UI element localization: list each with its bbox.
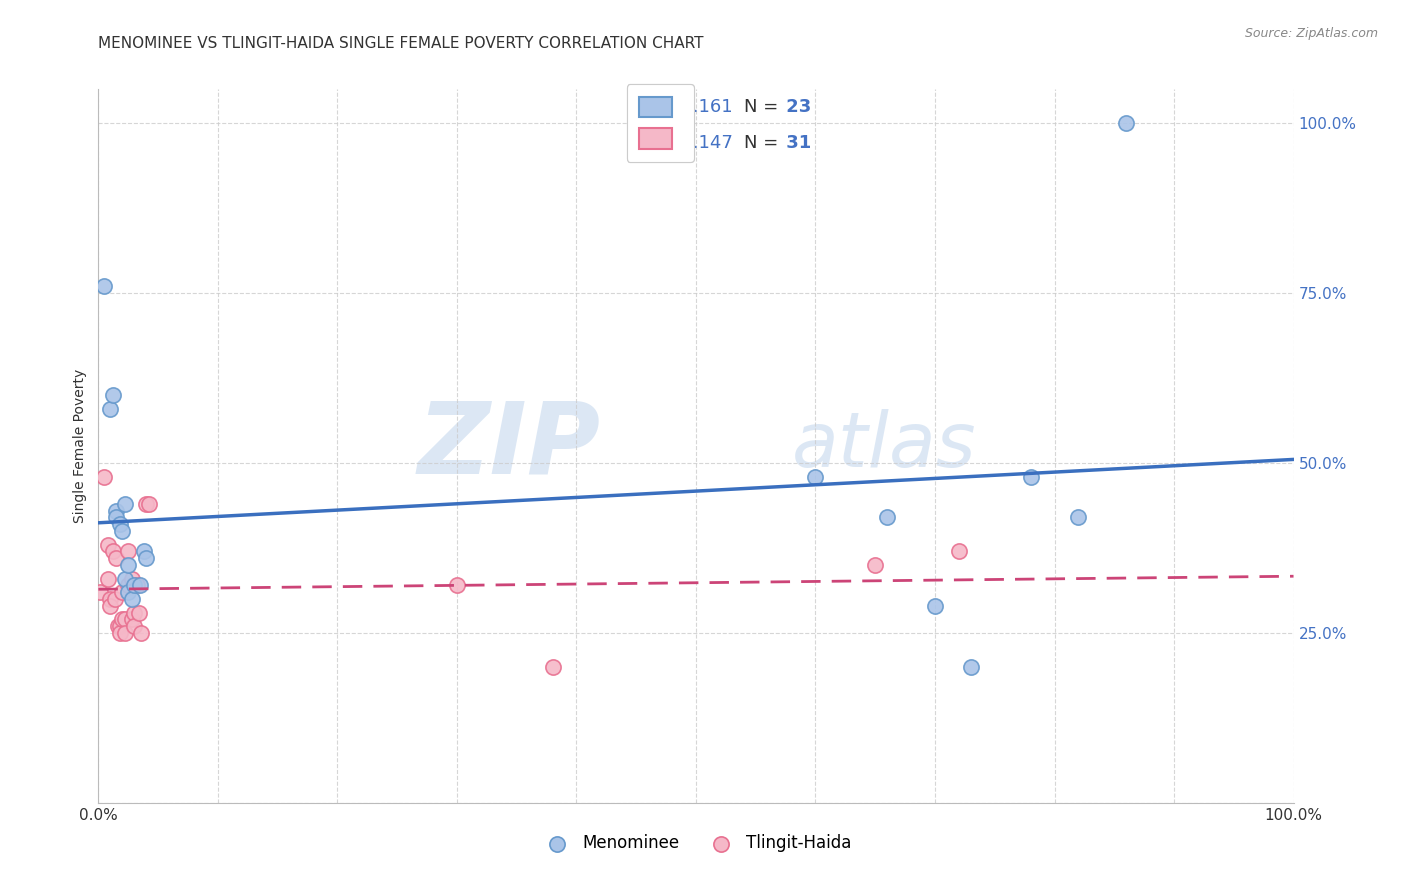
- Point: [948, 544, 970, 558]
- Point: [108, 626, 131, 640]
- Point: [107, 619, 129, 633]
- Text: 23: 23: [780, 98, 811, 116]
- Point: [1067, 510, 1090, 524]
- Point: [108, 619, 131, 633]
- Point: [108, 517, 131, 532]
- Point: [924, 599, 946, 613]
- Legend: Menominee, Tlingit-Haida: Menominee, Tlingit-Haida: [534, 828, 858, 859]
- Point: [125, 578, 148, 592]
- Point: [105, 503, 128, 517]
- Point: [132, 544, 155, 558]
- Point: [93, 469, 115, 483]
- Point: [960, 660, 983, 674]
- Text: MENOMINEE VS TLINGIT-HAIDA SINGLE FEMALE POVERTY CORRELATION CHART: MENOMINEE VS TLINGIT-HAIDA SINGLE FEMALE…: [98, 36, 704, 51]
- Point: [98, 401, 122, 416]
- Point: [114, 612, 136, 626]
- Point: [111, 524, 134, 538]
- Point: [128, 606, 150, 620]
- Text: N =: N =: [744, 98, 779, 116]
- Text: 31: 31: [780, 134, 811, 152]
- Text: R =: R =: [644, 98, 678, 116]
- Point: [114, 572, 136, 586]
- Point: [105, 510, 128, 524]
- Text: R =: R =: [644, 134, 678, 152]
- Point: [135, 551, 157, 566]
- Point: [104, 591, 127, 606]
- Point: [111, 585, 134, 599]
- Point: [98, 599, 122, 613]
- Point: [98, 591, 122, 606]
- Point: [114, 626, 136, 640]
- Point: [1115, 116, 1137, 130]
- Point: [93, 279, 115, 293]
- Point: [105, 551, 128, 566]
- Point: [124, 578, 146, 592]
- Y-axis label: Single Female Poverty: Single Female Poverty: [73, 369, 87, 523]
- Point: [446, 578, 468, 592]
- Point: [876, 510, 898, 524]
- Point: [135, 497, 157, 511]
- Point: [97, 572, 120, 586]
- Point: [121, 612, 143, 626]
- Point: [1019, 469, 1042, 483]
- Point: [101, 544, 124, 558]
- Point: [111, 612, 134, 626]
- Point: [101, 388, 124, 402]
- Point: [114, 497, 136, 511]
- Text: 0.147: 0.147: [671, 134, 733, 152]
- Point: [138, 497, 160, 511]
- Point: [97, 537, 120, 551]
- Point: [129, 578, 152, 592]
- Text: N =: N =: [744, 134, 779, 152]
- Point: [124, 606, 146, 620]
- Point: [117, 558, 139, 572]
- Point: [541, 660, 564, 674]
- Text: Source: ZipAtlas.com: Source: ZipAtlas.com: [1244, 27, 1378, 40]
- Point: [865, 558, 887, 572]
- Text: ZIP: ZIP: [418, 398, 600, 494]
- Point: [131, 626, 153, 640]
- Point: [117, 585, 139, 599]
- Text: atlas: atlas: [792, 409, 976, 483]
- Point: [121, 572, 143, 586]
- Point: [804, 469, 827, 483]
- Point: [121, 591, 143, 606]
- Point: [117, 544, 139, 558]
- Point: [89, 585, 111, 599]
- Point: [124, 619, 146, 633]
- Text: 0.161: 0.161: [671, 98, 733, 116]
- Point: [117, 578, 139, 592]
